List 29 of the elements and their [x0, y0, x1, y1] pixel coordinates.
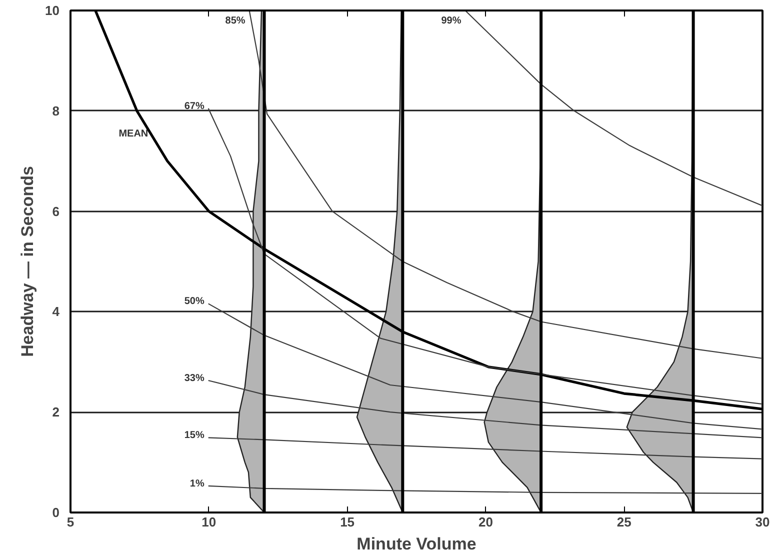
x-tick-label: 25: [616, 514, 632, 530]
annotation: 99%: [441, 16, 462, 26]
y-tick-label: 4: [52, 304, 60, 320]
line-series: [248, 10, 762, 359]
line-series: [208, 303, 762, 430]
annotation: 50%: [184, 296, 204, 308]
x-axis-title: Minute Volume: [356, 534, 476, 554]
annotation: 85%: [225, 16, 246, 26]
y-tick-label: 10: [45, 3, 60, 18]
y-tick-label: 0: [52, 505, 60, 520]
y-tick-label: 6: [52, 204, 60, 219]
x-tick-label: 20: [478, 514, 493, 530]
y-tick-label: 8: [52, 103, 60, 118]
line-series: [208, 437, 762, 460]
x-tick-label: 5: [66, 514, 74, 530]
line-series: [464, 10, 762, 206]
annotation: 33%: [184, 372, 204, 384]
line-series: [208, 380, 762, 438]
annotation: 15%: [184, 430, 204, 442]
y-tick-label: 2: [52, 404, 60, 420]
x-tick-label: 10: [202, 514, 216, 530]
line-series: [208, 108, 762, 405]
x-tick-label: 15: [340, 514, 355, 530]
y-axis-title: Headway — in Seconds: [18, 166, 38, 357]
line-series: [208, 485, 762, 494]
annotation: 1%: [190, 478, 204, 490]
x-tick-label: 30: [755, 514, 770, 530]
annotation: 67%: [184, 100, 204, 112]
annotation: MEAN: [118, 128, 148, 140]
